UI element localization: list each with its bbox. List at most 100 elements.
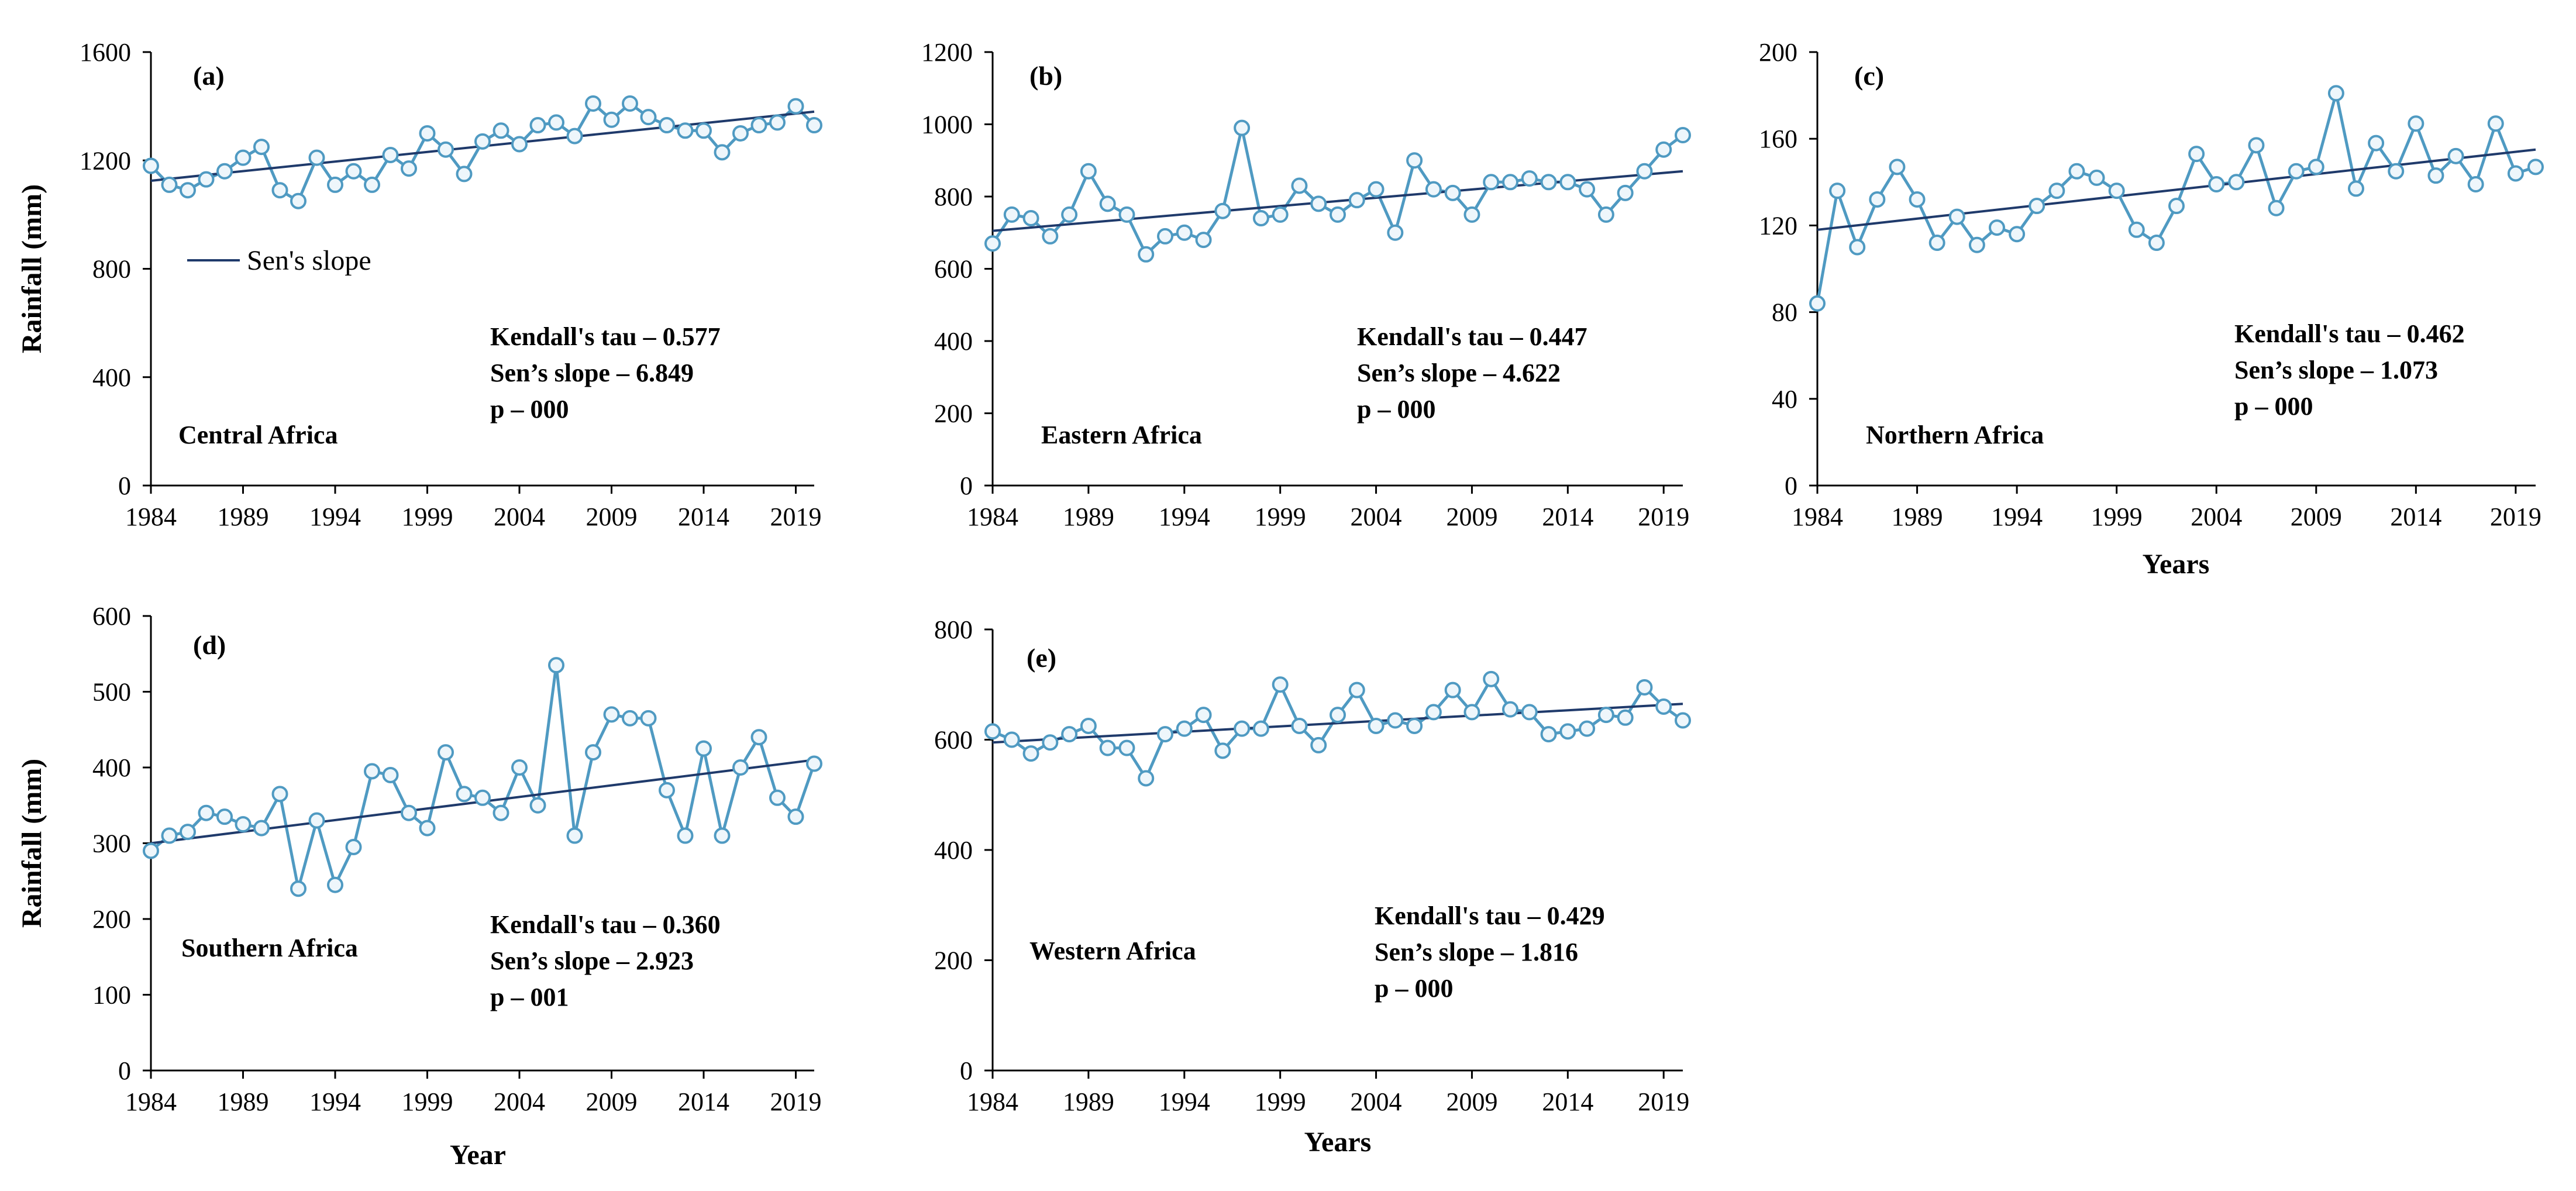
data-point xyxy=(2148,235,2165,252)
legend-label: Sen's slope xyxy=(247,245,371,276)
x-tick-label: 2004 xyxy=(494,502,545,531)
x-tick-label: 2004 xyxy=(1351,502,1402,531)
data-point xyxy=(566,128,583,144)
data-point xyxy=(180,182,196,199)
data-point xyxy=(640,109,657,126)
region-label: Western Africa xyxy=(1029,937,1196,965)
data-point xyxy=(2388,163,2405,180)
data-point xyxy=(659,782,675,798)
y-tick-label: 600 xyxy=(92,602,131,631)
data-point xyxy=(677,827,694,844)
data-point xyxy=(1157,228,1173,245)
data-point xyxy=(659,117,675,134)
data-point xyxy=(1540,174,1557,191)
data-point xyxy=(1099,195,1116,212)
data-point xyxy=(1368,181,1385,198)
data-point xyxy=(1195,232,1212,249)
x-tick-label: 1999 xyxy=(2091,502,2143,531)
data-point xyxy=(1348,681,1365,698)
data-point xyxy=(695,122,712,139)
data-point xyxy=(1330,707,1346,724)
data-point xyxy=(345,838,362,855)
y-tick-label: 800 xyxy=(92,255,131,284)
data-point xyxy=(1406,152,1423,169)
y-axis-title: Rainfall (mm) xyxy=(16,184,47,353)
x-tick-label: 2009 xyxy=(586,1087,638,1116)
data-point xyxy=(143,842,159,859)
data-point xyxy=(198,804,215,821)
data-point xyxy=(1138,246,1155,263)
x-tick-label: 1999 xyxy=(402,502,453,531)
x-tick-label: 2009 xyxy=(1446,1087,1497,1116)
data-point xyxy=(1310,195,1327,212)
data-point xyxy=(364,763,380,780)
data-point xyxy=(345,163,362,180)
data-point xyxy=(714,144,731,161)
data-point xyxy=(1291,177,1308,194)
data-point xyxy=(1310,736,1327,753)
y-tick-label: 200 xyxy=(934,946,973,975)
x-tick-label: 1989 xyxy=(218,1087,269,1116)
x-axis-title: Years xyxy=(2143,549,2210,580)
data-point xyxy=(2128,221,2145,238)
y-tick-label: 400 xyxy=(934,836,973,865)
region-label: Eastern Africa xyxy=(1041,421,1202,449)
stats-line: Sen’s slope – 2.923 xyxy=(490,946,694,975)
data-point xyxy=(271,182,288,199)
data-point xyxy=(1099,739,1116,756)
data-point xyxy=(382,146,399,163)
stats-line: Kendall's tau – 0.462 xyxy=(2234,319,2465,348)
chart-panel-d: 0 100 200 300 400 500 600 1984 1989 1994 1999 2004 2… xyxy=(16,602,822,1171)
y-tick-label: 600 xyxy=(934,255,973,284)
stats-line: p – 000 xyxy=(1357,395,1435,424)
data-point xyxy=(750,117,767,134)
data-point xyxy=(1157,726,1173,743)
stats-line: p – 000 xyxy=(2234,392,2313,421)
chart-panel-a: 0 400 800 1200 1600 1984 1989 1994 1999 2004 2009 2… xyxy=(16,38,822,531)
x-axis-title: Year xyxy=(450,1140,506,1171)
data-point xyxy=(1406,717,1423,734)
x-tick-label: 1984 xyxy=(1792,502,1843,531)
x-tick-label: 2009 xyxy=(586,502,638,531)
data-point xyxy=(984,723,1001,740)
data-point xyxy=(2009,226,2026,243)
data-point xyxy=(1348,192,1365,209)
data-point xyxy=(308,149,325,166)
data-point xyxy=(198,171,215,188)
data-point xyxy=(1444,681,1461,698)
data-point xyxy=(603,706,620,723)
x-tick-label: 2014 xyxy=(678,502,729,531)
data-point xyxy=(511,136,528,153)
data-point xyxy=(1675,712,1691,729)
x-tick-label: 1984 xyxy=(125,502,177,531)
data-point xyxy=(1387,712,1404,729)
stats-line: p – 000 xyxy=(1375,974,1453,1003)
data-point xyxy=(235,149,252,166)
data-point xyxy=(787,98,804,115)
data-point xyxy=(1138,770,1155,787)
sens-slope-trend-line xyxy=(992,703,1683,744)
data-point xyxy=(2168,198,2185,215)
data-point xyxy=(1042,228,1059,245)
data-point xyxy=(2228,174,2245,191)
data-point xyxy=(216,808,233,825)
data-point xyxy=(1022,210,1039,227)
y-tick-label: 160 xyxy=(1759,125,1797,153)
y-tick-label: 200 xyxy=(1759,38,1797,67)
data-point xyxy=(143,157,159,174)
data-point xyxy=(271,786,288,803)
y-tick-label: 200 xyxy=(92,905,131,934)
data-point xyxy=(253,139,270,156)
data-point xyxy=(1559,174,1576,191)
x-tick-label: 2004 xyxy=(1351,1087,1402,1116)
x-tick-label: 2014 xyxy=(678,1087,729,1116)
data-point xyxy=(456,786,473,803)
panel-label: (c) xyxy=(1854,61,1884,91)
stats-line: Kendall's tau – 0.577 xyxy=(490,322,721,351)
x-axis-title: Years xyxy=(1304,1127,1372,1158)
stats-line: Sen’s slope – 4.622 xyxy=(1357,359,1561,387)
data-point xyxy=(1234,119,1251,136)
data-point xyxy=(732,125,749,142)
data-point xyxy=(1003,731,1020,748)
data-point xyxy=(1483,670,1500,687)
